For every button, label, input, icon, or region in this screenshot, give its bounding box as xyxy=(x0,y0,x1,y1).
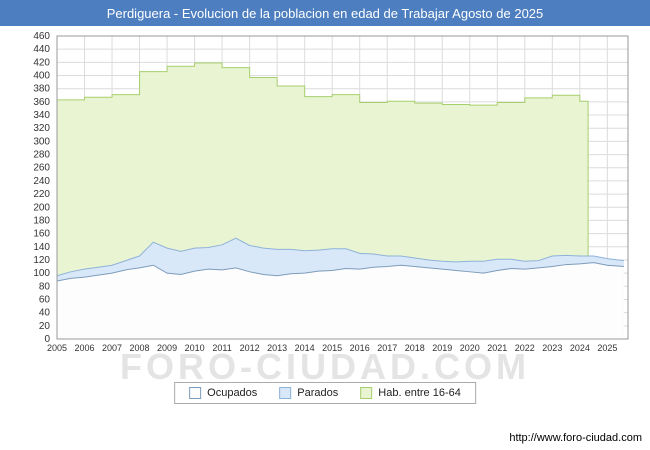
watermark: FORO-CIUDAD.COM xyxy=(120,346,530,387)
legend-label-ocupados: Ocupados xyxy=(207,387,258,399)
svg-text:440: 440 xyxy=(33,44,50,55)
legend-label-parados: Parados xyxy=(297,387,339,399)
svg-text:100: 100 xyxy=(33,268,50,279)
svg-text:120: 120 xyxy=(33,255,50,266)
legend-swatch-hab-16-64 xyxy=(360,387,373,399)
svg-text:0: 0 xyxy=(44,334,50,345)
svg-text:2017: 2017 xyxy=(377,343,397,353)
svg-text:2005: 2005 xyxy=(47,343,67,353)
svg-text:460: 460 xyxy=(33,31,50,42)
svg-text:220: 220 xyxy=(33,189,50,200)
svg-text:2015: 2015 xyxy=(322,343,342,353)
svg-text:2024: 2024 xyxy=(570,343,590,353)
title-bar: Perdiguera - Evolucion de la poblacion e… xyxy=(0,0,650,26)
legend-swatch-ocupados xyxy=(189,387,202,399)
legend-label-hab-16-64: Hab. entre 16-64 xyxy=(378,387,461,399)
legend: Ocupados Parados Hab. entre 16-64 xyxy=(174,382,476,404)
chart-title: Perdiguera - Evolucion de la poblacion e… xyxy=(106,5,544,21)
svg-text:60: 60 xyxy=(39,294,51,305)
legend-item-ocupados: Ocupados xyxy=(189,387,257,399)
svg-text:2016: 2016 xyxy=(350,343,370,353)
svg-text:420: 420 xyxy=(33,57,50,68)
svg-text:2019: 2019 xyxy=(432,343,452,353)
svg-text:2010: 2010 xyxy=(185,343,205,353)
svg-text:2021: 2021 xyxy=(487,343,507,353)
svg-text:320: 320 xyxy=(33,123,50,134)
svg-text:2006: 2006 xyxy=(75,343,95,353)
svg-text:2011: 2011 xyxy=(212,343,231,353)
svg-text:240: 240 xyxy=(33,176,50,187)
legend-item-parados: Parados xyxy=(279,387,338,399)
svg-text:20: 20 xyxy=(39,321,51,332)
svg-text:2014: 2014 xyxy=(295,343,315,353)
legend-item-hab-16-64: Hab. entre 16-64 xyxy=(360,387,461,399)
svg-text:2013: 2013 xyxy=(267,343,287,353)
svg-text:2009: 2009 xyxy=(157,343,177,353)
svg-text:400: 400 xyxy=(33,71,50,82)
svg-text:180: 180 xyxy=(33,215,50,226)
svg-text:300: 300 xyxy=(33,136,50,147)
footer-url-link[interactable]: http://www.foro-ciudad.com xyxy=(509,432,642,444)
svg-text:2020: 2020 xyxy=(460,343,480,353)
svg-text:280: 280 xyxy=(33,150,50,161)
svg-text:2025: 2025 xyxy=(597,343,617,353)
svg-text:2008: 2008 xyxy=(130,343,150,353)
svg-text:160: 160 xyxy=(33,229,50,240)
svg-text:2023: 2023 xyxy=(542,343,562,353)
svg-text:260: 260 xyxy=(33,163,50,174)
svg-text:2022: 2022 xyxy=(515,343,535,353)
svg-text:2012: 2012 xyxy=(240,343,260,353)
legend-swatch-parados xyxy=(279,387,292,399)
svg-text:2007: 2007 xyxy=(102,343,122,353)
svg-text:40: 40 xyxy=(39,308,51,319)
svg-text:80: 80 xyxy=(39,281,51,292)
svg-text:2018: 2018 xyxy=(405,343,425,353)
svg-text:140: 140 xyxy=(33,242,50,253)
svg-text:200: 200 xyxy=(33,202,50,213)
svg-text:340: 340 xyxy=(33,110,50,121)
svg-text:380: 380 xyxy=(33,84,50,95)
svg-text:360: 360 xyxy=(33,97,50,108)
